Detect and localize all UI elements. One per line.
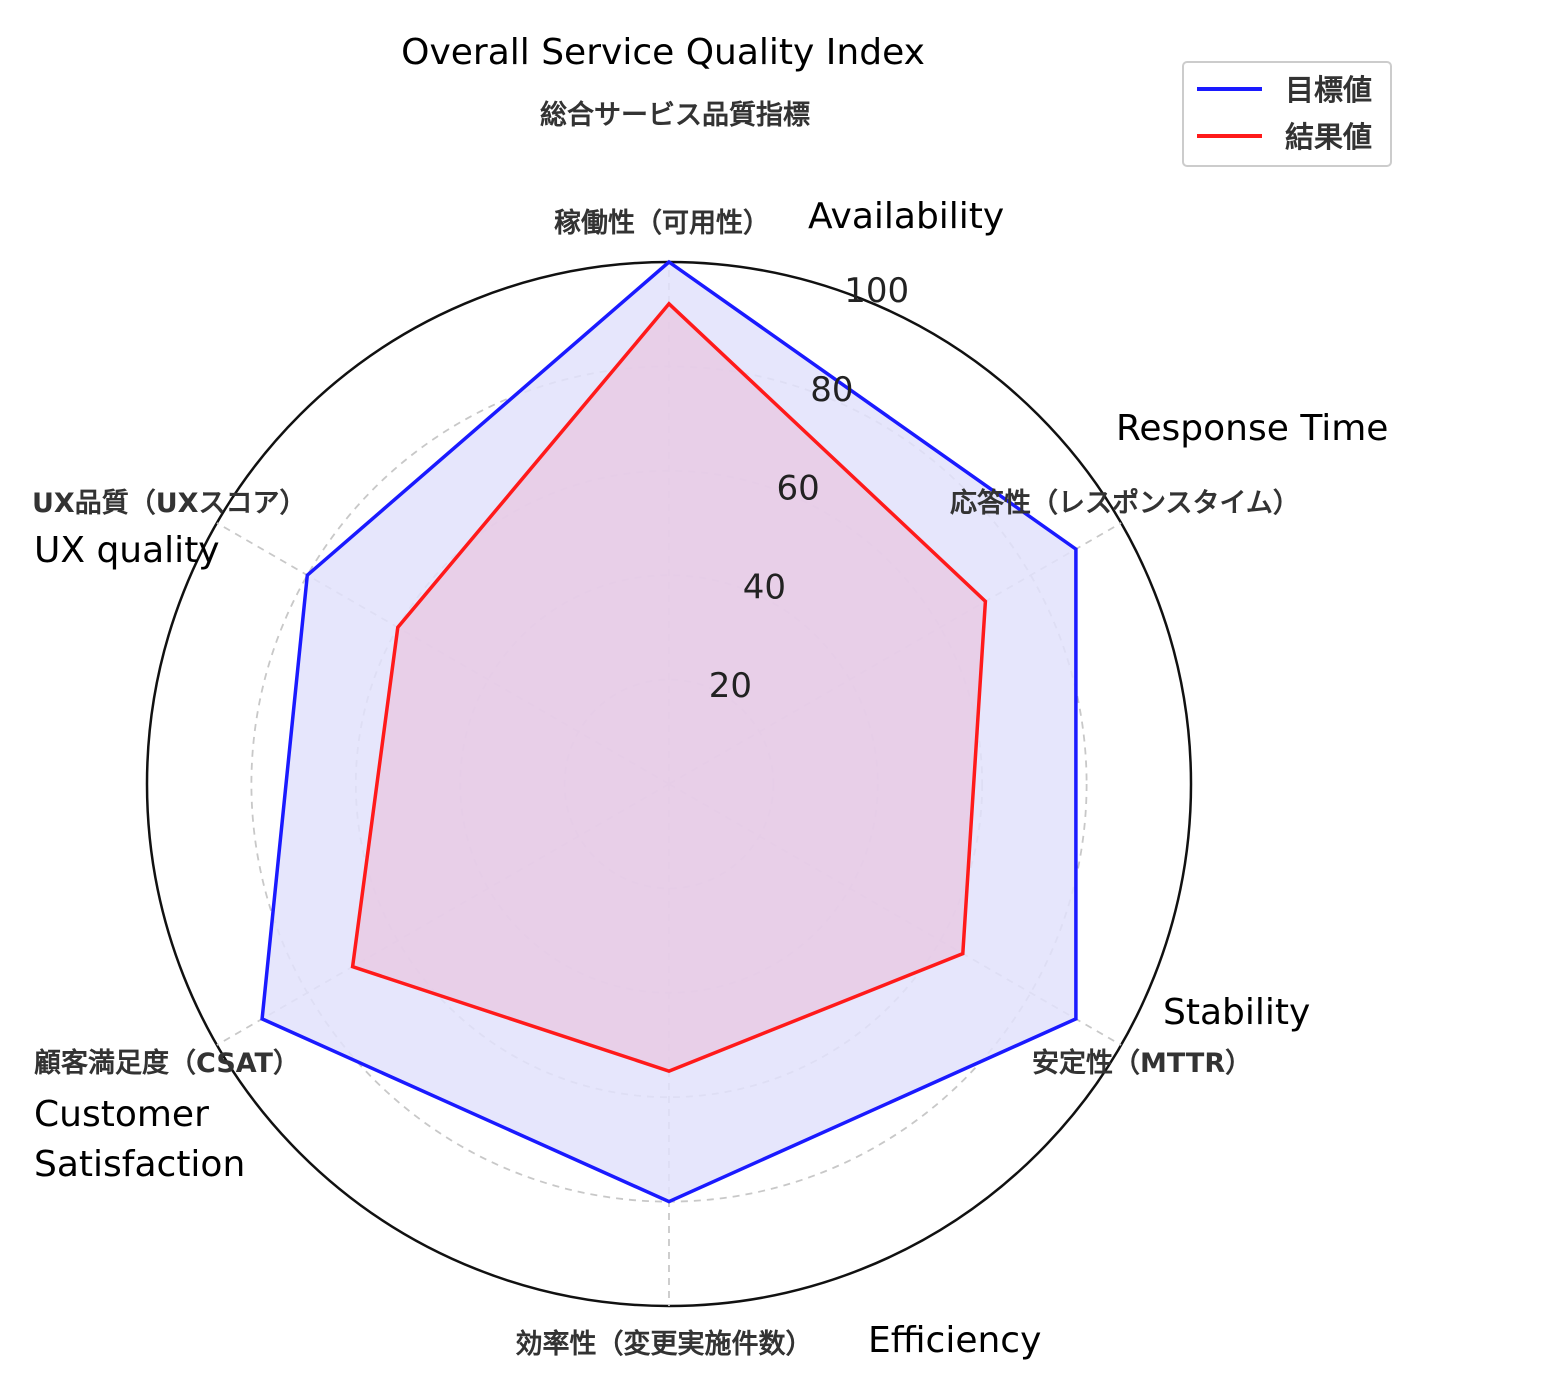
axis-label-csat-ja: 顧客満足度（CSAT） xyxy=(34,1047,300,1079)
tick-label-40: 40 xyxy=(743,568,786,608)
axis-label-csat-en-line2: Satisfaction xyxy=(34,1144,245,1185)
tick-label-20: 20 xyxy=(709,666,752,706)
tick-label-100: 100 xyxy=(844,271,909,311)
axis-label-availability-en: Availability xyxy=(808,196,1004,237)
axis-label-availability-ja: 稼働性（可用性） xyxy=(554,208,770,239)
axis-label-stability-en: Stability xyxy=(1163,992,1310,1033)
axis-label-ux-en: UX quality xyxy=(34,530,220,571)
series-area-1 xyxy=(352,303,986,1072)
legend: 目標値 結果値 xyxy=(1182,61,1392,167)
axis-label-stability-ja: 安定性（MTTR） xyxy=(1032,1047,1252,1079)
legend-label-target: 目標値 xyxy=(1285,73,1372,107)
axis-label-efficiency-en: Efficiency xyxy=(868,1320,1041,1361)
tick-label-60: 60 xyxy=(777,469,820,509)
chart-subtitle: 総合サービス品質指標 xyxy=(540,99,810,131)
axis-label-csat-en-line1: Customer xyxy=(34,1094,209,1135)
tick-label-80: 80 xyxy=(810,370,853,410)
legend-label-result: 結果値 xyxy=(1285,120,1372,154)
axis-label-response-time-en: Response Time xyxy=(1116,408,1388,449)
chart-title: Overall Service Quality Index xyxy=(401,32,925,73)
axis-label-efficiency-ja: 効率性（変更実施件数） xyxy=(516,1328,813,1360)
radar-series xyxy=(260,259,1078,1204)
axis-label-response-time-ja: 応答性（レスポンスタイム） xyxy=(950,487,1300,519)
axis-label-ux-ja: UX品質（UXスコア） xyxy=(32,488,306,519)
axis-label-csat-en: Customer Satisfaction xyxy=(34,1094,245,1185)
radar-tick-labels: 20 40 60 80 100 xyxy=(709,271,909,706)
